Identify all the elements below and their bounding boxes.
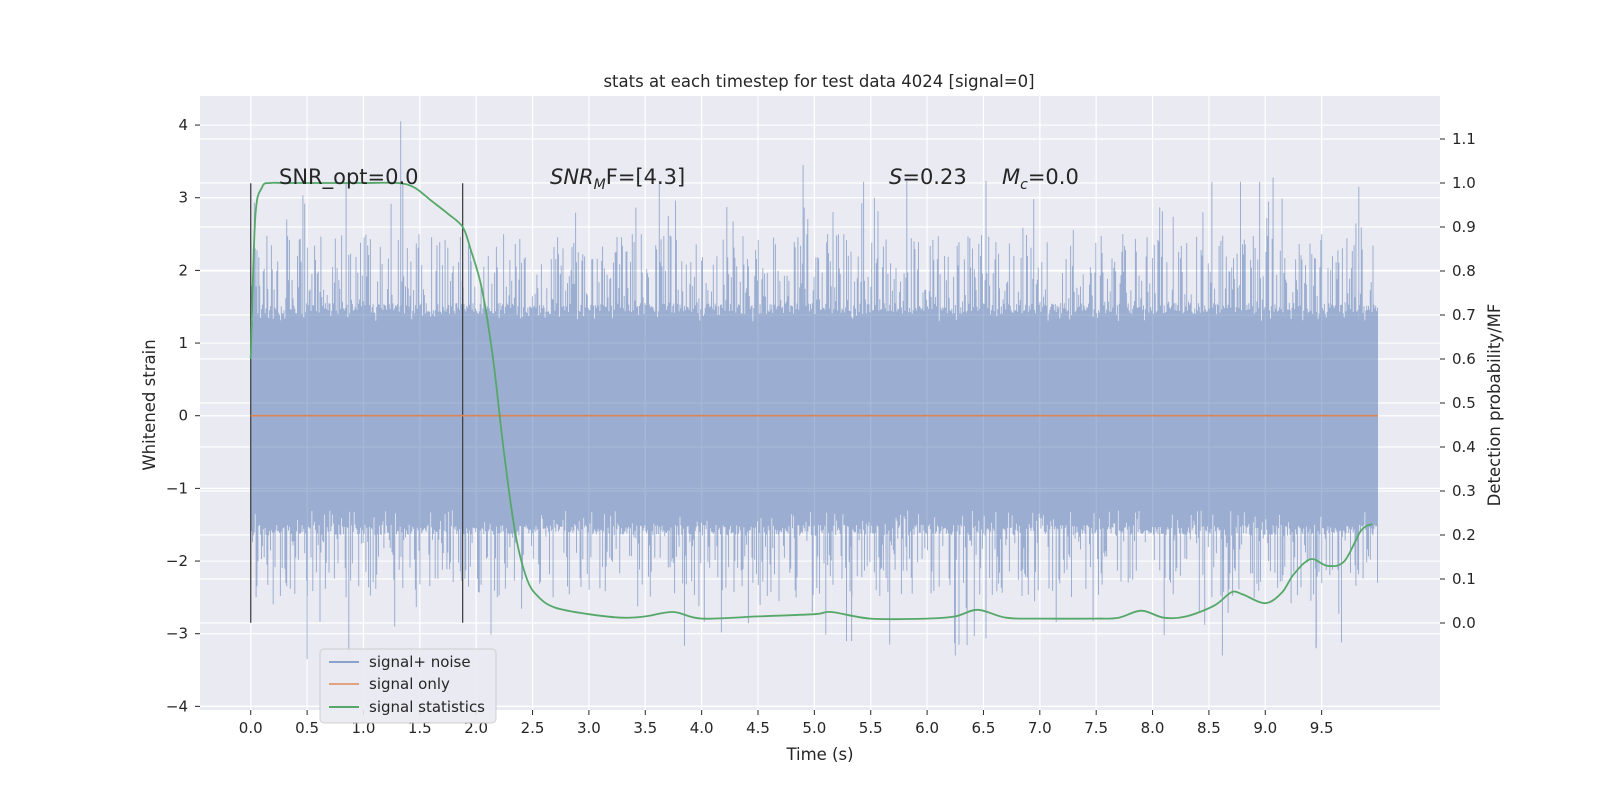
annotation-mc: Mc=0.0 (1002, 165, 1079, 193)
y2-tick-label: 0.3 (1452, 482, 1476, 500)
annotation-snr-mf: SNRMF=[4.3] (550, 165, 685, 193)
y-tick-label: 3 (178, 189, 188, 207)
legend-label-signal-only: signal only (369, 675, 450, 693)
chart-title: stats at each timestep for test data 402… (603, 72, 1034, 91)
x-tick-label: 3.0 (577, 719, 601, 737)
y-tick-label: 1 (178, 334, 188, 352)
x-tick-label: 0.0 (239, 719, 263, 737)
axis-ticks: 0.0 0.5 1.0 1.5 2.0 2.5 3.0 3.5 4.0 4.5 5.0 5.5 6.0 6… (166, 116, 1476, 737)
y-tick-label: −1 (166, 479, 188, 497)
y-axis-label: Whitened strain (140, 339, 159, 470)
x-tick-label: 0.5 (295, 719, 319, 737)
y-tick-label: 2 (178, 261, 188, 279)
y2-tick-label: 1.1 (1452, 130, 1476, 148)
x-tick-label: 5.5 (859, 719, 883, 737)
y-tick-label: 4 (178, 116, 188, 134)
legend-label-signal-statistics: signal statistics (369, 698, 485, 716)
x-tick-label: 9.0 (1253, 719, 1277, 737)
x-tick-label: 7.0 (1028, 719, 1052, 737)
legend-label-signal-noise: signal+ noise (369, 653, 471, 671)
lines-layer (249, 181, 1378, 623)
s-symbol: S (889, 165, 902, 189)
legend: signal+ noise signal only signal statist… (319, 648, 497, 724)
signal-statistics-line (249, 181, 1373, 621)
y-tick-label: −3 (166, 625, 188, 643)
y2-tick-label: 0.9 (1452, 218, 1476, 236)
y2-tick-label: 0.5 (1452, 394, 1476, 412)
y2-tick-label: 0.6 (1452, 350, 1476, 368)
y2-tick-label: 0.1 (1452, 570, 1476, 588)
y2-tick-label: 1.0 (1452, 174, 1476, 192)
x-tick-label: 4.5 (746, 719, 770, 737)
y2-tick-label: 0.4 (1452, 438, 1476, 456)
annotation-s: S=0.23 (889, 165, 967, 189)
y-tick-label: −4 (166, 697, 188, 715)
y2-tick-label: 0.7 (1452, 306, 1476, 324)
y-tick-label: 0 (178, 407, 188, 425)
x-tick-label: 8.0 (1141, 719, 1165, 737)
x-tick-label: 8.5 (1197, 719, 1221, 737)
y-tick-label: −2 (166, 552, 188, 570)
annotation-snr-opt: SNR_opt=0.0 (279, 165, 419, 190)
snr-mf-subscript: M (594, 177, 606, 193)
x-tick-label: 5.0 (802, 719, 826, 737)
snr-mf-value-italic-f: F=[4.3] (606, 165, 685, 189)
x-tick-label: 6.5 (972, 719, 996, 737)
y2-tick-label: 0.2 (1452, 526, 1476, 544)
x-tick-label: 9.5 (1310, 719, 1334, 737)
y2-tick-label: 0.8 (1452, 262, 1476, 280)
x-tick-label: 7.5 (1084, 719, 1108, 737)
legend-box (319, 648, 497, 724)
mc-subscript: c (1020, 177, 1028, 193)
mc-value: =0.0 (1028, 165, 1079, 189)
x-tick-label: 3.5 (633, 719, 657, 737)
y2-tick-label: 0.0 (1452, 614, 1476, 632)
snr-mf-symbol: SNR (550, 165, 594, 189)
mc-symbol: M (1002, 165, 1020, 189)
x-tick-label: 4.0 (690, 719, 714, 737)
x-tick-label: 2.5 (521, 719, 545, 737)
x-tick-label: 6.0 (915, 719, 939, 737)
snr-mf-value: F=[4.3] (606, 165, 685, 189)
s-value: =0.23 (902, 165, 966, 189)
x-axis-label: Time (s) (785, 745, 853, 764)
y2-axis-label: Detection probability/MF (1485, 304, 1504, 507)
